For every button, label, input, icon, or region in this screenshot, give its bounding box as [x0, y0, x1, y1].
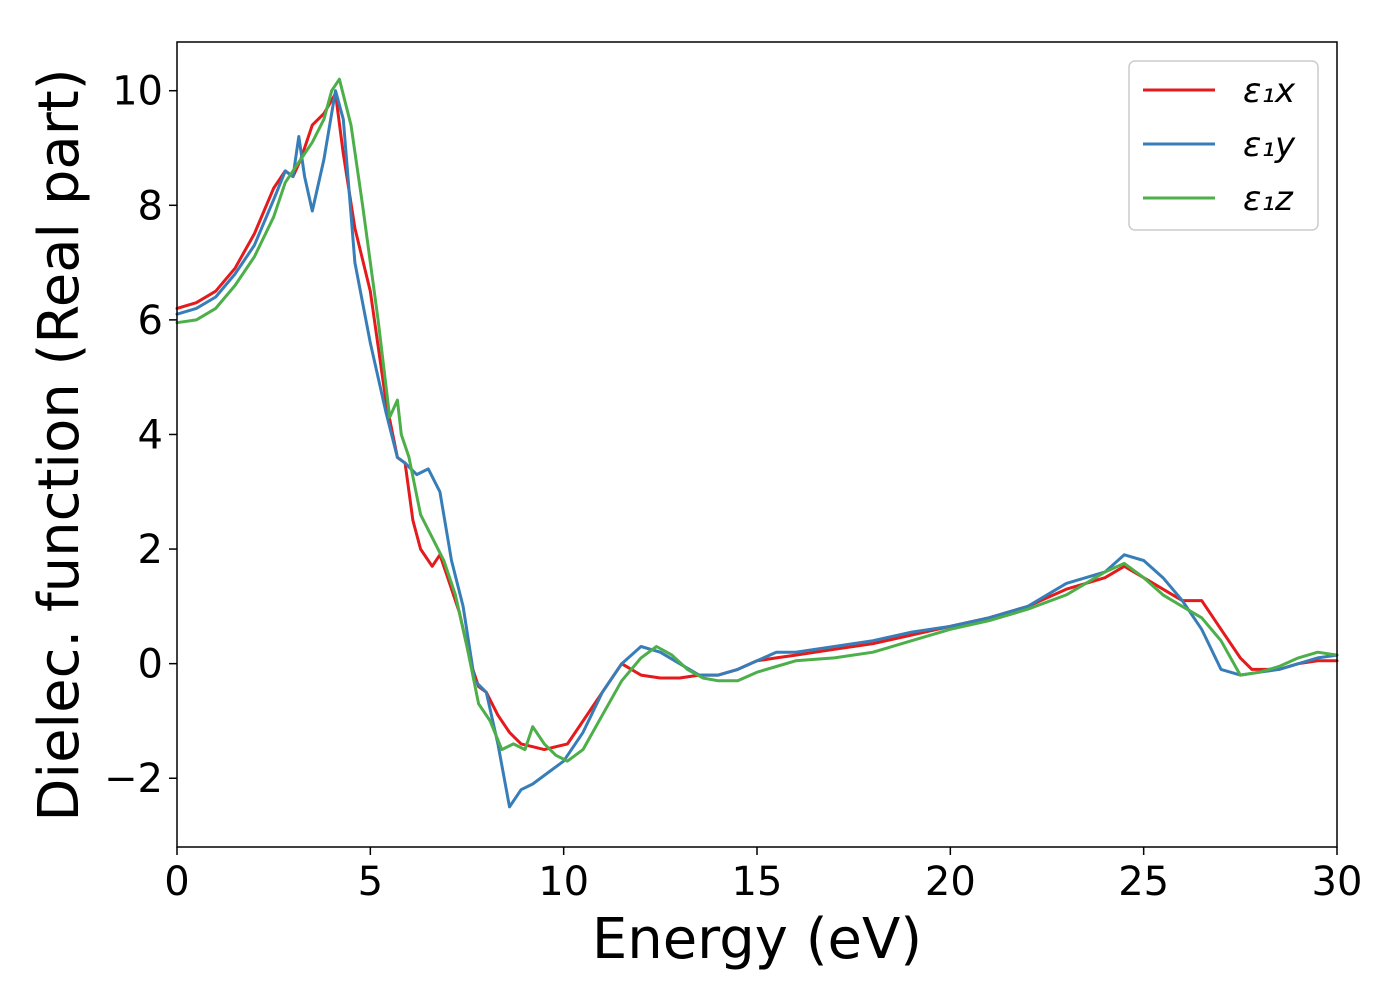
y-tick-label: 4 — [138, 412, 163, 458]
series-line-3 — [175, 77, 1339, 763]
y-tick-label: 8 — [138, 183, 163, 229]
y-tick-label: 10 — [112, 69, 163, 115]
x-tick-label: 10 — [538, 859, 589, 905]
y-tick-label: 0 — [138, 642, 163, 688]
x-axis-ticks: 0 5 10 15 20 25 30 — [164, 847, 1362, 905]
y-tick-label: 6 — [138, 298, 163, 344]
series-line-2 — [175, 89, 1339, 809]
legend-label: ε₁y — [1243, 125, 1296, 165]
y-tick-label: −2 — [104, 756, 163, 802]
x-tick-label: 30 — [1312, 859, 1363, 905]
legend-label: ε₁x — [1243, 71, 1296, 111]
y-axis-ticks: −2 0 2 4 6 8 10 — [104, 69, 177, 802]
legend: ε₁x ε₁y ε₁z — [1128, 60, 1319, 231]
x-tick-label: 15 — [732, 859, 783, 905]
y-axis-title: Dielec. function (Real part) — [27, 68, 92, 821]
series-layer — [175, 77, 1339, 809]
x-axis-title: Energy (eV) — [592, 907, 922, 972]
legend-label: ε₁z — [1243, 179, 1294, 219]
y-tick-label: 2 — [138, 527, 163, 573]
x-tick-label: 20 — [925, 859, 976, 905]
x-tick-label: 5 — [358, 859, 383, 905]
x-tick-label: 25 — [1118, 859, 1169, 905]
legend-box — [1128, 60, 1319, 231]
x-tick-label: 0 — [164, 859, 189, 905]
